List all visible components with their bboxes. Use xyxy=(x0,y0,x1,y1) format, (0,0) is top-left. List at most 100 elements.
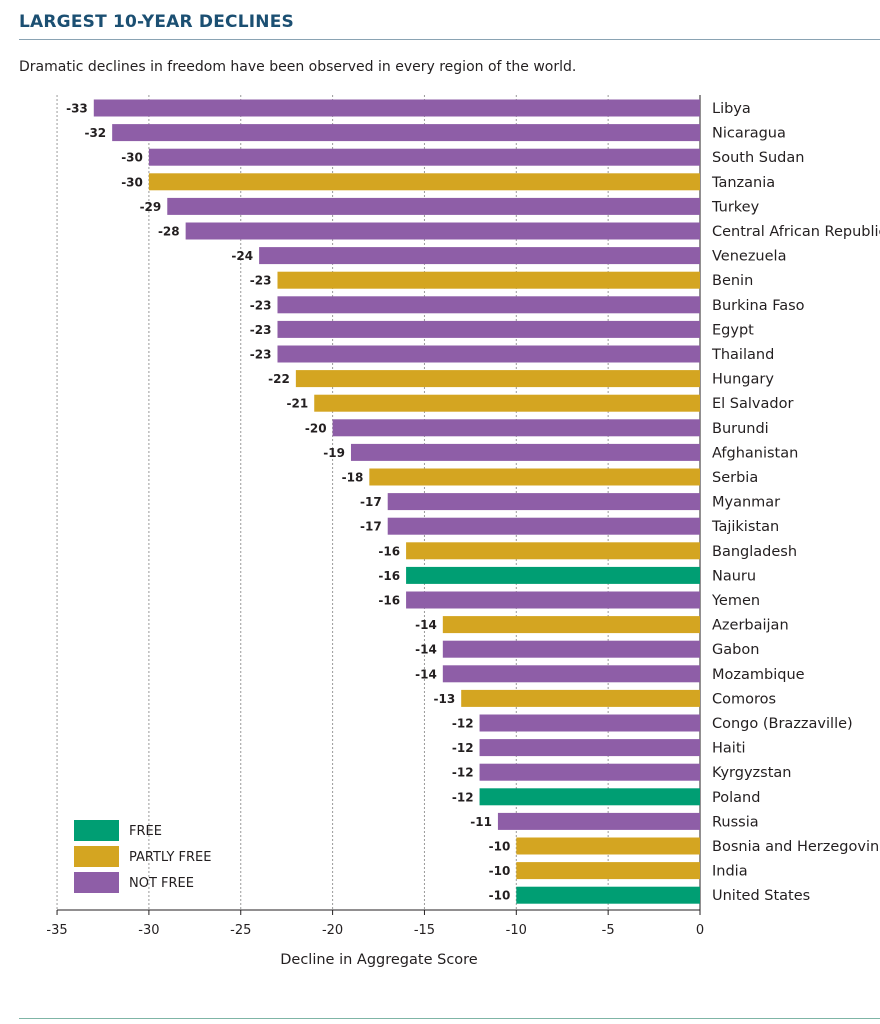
bar-value-label: -30 xyxy=(121,151,143,165)
x-tick-label: -20 xyxy=(322,923,343,938)
chart-title: LARGEST 10-YEAR DECLINES xyxy=(19,12,294,32)
bar xyxy=(387,493,700,511)
category-label: Bangladesh xyxy=(712,544,797,560)
category-label: Bosnia and Herzegovina xyxy=(712,839,880,855)
x-tick-label: -35 xyxy=(46,923,67,938)
bar xyxy=(516,862,700,880)
bar xyxy=(442,665,700,683)
bar-value-label: -17 xyxy=(360,495,382,509)
bar-value-label: -23 xyxy=(250,323,272,337)
bar xyxy=(406,542,700,560)
bar-value-label: -16 xyxy=(378,594,400,608)
bar-value-label: -17 xyxy=(360,520,382,534)
bar-value-label: -23 xyxy=(250,274,272,288)
x-tick-label: -15 xyxy=(414,923,435,938)
category-label: Azerbaijan xyxy=(712,618,789,634)
bar xyxy=(332,419,700,437)
bar xyxy=(277,320,700,338)
bar xyxy=(314,394,700,412)
category-label: Benin xyxy=(712,273,753,289)
bar-value-label: -10 xyxy=(489,840,511,854)
category-label: Haiti xyxy=(712,741,746,757)
bar xyxy=(442,640,700,658)
x-tick-label: -25 xyxy=(230,923,251,938)
bar xyxy=(185,222,700,240)
bar-value-label: -14 xyxy=(415,667,437,681)
bar xyxy=(148,173,700,191)
legend-label: PARTLY FREE xyxy=(129,850,211,865)
category-label: Central African Republic xyxy=(712,224,880,240)
title-divider xyxy=(19,39,880,40)
bar-value-label: -12 xyxy=(452,717,474,731)
bar xyxy=(167,197,700,215)
bar xyxy=(277,345,700,363)
bar xyxy=(277,296,700,314)
legend: FREE PARTLY FREE NOT FREE xyxy=(74,820,211,893)
category-label: Myanmar xyxy=(712,495,780,511)
bar-value-label: -21 xyxy=(287,397,309,411)
bar-value-label: -12 xyxy=(452,766,474,780)
bar xyxy=(442,616,700,634)
bar-value-label: -14 xyxy=(415,643,437,657)
bar-value-label: -23 xyxy=(250,298,272,312)
category-label: Tanzania xyxy=(711,175,775,191)
category-label: Gabon xyxy=(712,642,759,658)
bar-value-label: -16 xyxy=(378,544,400,558)
bar-value-label: -12 xyxy=(452,790,474,804)
bar-value-label: -19 xyxy=(323,446,345,460)
bar xyxy=(277,271,700,289)
bar-value-label: -16 xyxy=(378,569,400,583)
x-tick-label: -30 xyxy=(138,923,159,938)
bar-value-label: -30 xyxy=(121,175,143,189)
bar-value-label: -28 xyxy=(158,225,180,239)
bar-value-label: -11 xyxy=(470,815,492,829)
x-axis: -35 -30 -25 -20 -15 -10 -5 0 Decline in Aggregat… xyxy=(46,909,704,968)
bar-value-label: -12 xyxy=(452,741,474,755)
category-label: Serbia xyxy=(712,470,758,486)
legend-label: FREE xyxy=(129,824,162,839)
bar xyxy=(406,591,700,609)
bar-value-label: -29 xyxy=(140,200,162,214)
category-label: Nicaragua xyxy=(712,126,786,142)
category-label: Congo (Brazzaville) xyxy=(712,716,853,732)
x-tick-label: -10 xyxy=(506,923,527,938)
bar-value-label: -22 xyxy=(268,372,290,386)
category-label: Afghanistan xyxy=(712,445,798,461)
bar xyxy=(148,148,700,166)
bar-value-label: -13 xyxy=(434,692,456,706)
bar-value-label: -10 xyxy=(489,864,511,878)
legend-label: NOT FREE xyxy=(129,876,194,891)
category-label: Thailand xyxy=(711,347,774,363)
category-label: Hungary xyxy=(712,372,774,388)
bar-value-label: -10 xyxy=(489,889,511,903)
category-label: South Sudan xyxy=(712,150,804,166)
bar xyxy=(387,517,700,535)
bar-value-label: -18 xyxy=(342,471,364,485)
bar xyxy=(112,124,700,142)
bar xyxy=(497,812,700,830)
bar-value-label: -20 xyxy=(305,421,327,435)
category-label: Burkina Faso xyxy=(712,298,805,314)
legend-swatch xyxy=(74,872,119,893)
bar xyxy=(350,443,700,461)
bar-value-label: -23 xyxy=(250,348,272,362)
category-label: Libya xyxy=(712,101,751,117)
bar xyxy=(461,689,700,707)
category-label: Poland xyxy=(712,790,760,806)
x-axis-title: Decline in Aggregate Score xyxy=(280,952,478,968)
category-label: Egypt xyxy=(712,322,754,338)
bar xyxy=(479,739,700,757)
category-label: Nauru xyxy=(712,568,756,584)
category-label: Tajikistan xyxy=(711,519,779,535)
category-label: Russia xyxy=(712,814,759,830)
bars: -33 Libya -32 Nicaragua -30 South Sudan -30 Tan… xyxy=(66,99,880,904)
bar xyxy=(479,788,700,806)
bar-value-label: -24 xyxy=(231,249,253,263)
category-label: Kyrgyzstan xyxy=(712,765,791,781)
x-tick-label: -5 xyxy=(602,923,615,938)
bar-value-label: -32 xyxy=(84,126,106,140)
bar-value-label: -14 xyxy=(415,618,437,632)
category-label: Comoros xyxy=(712,691,776,707)
bar xyxy=(406,566,700,584)
